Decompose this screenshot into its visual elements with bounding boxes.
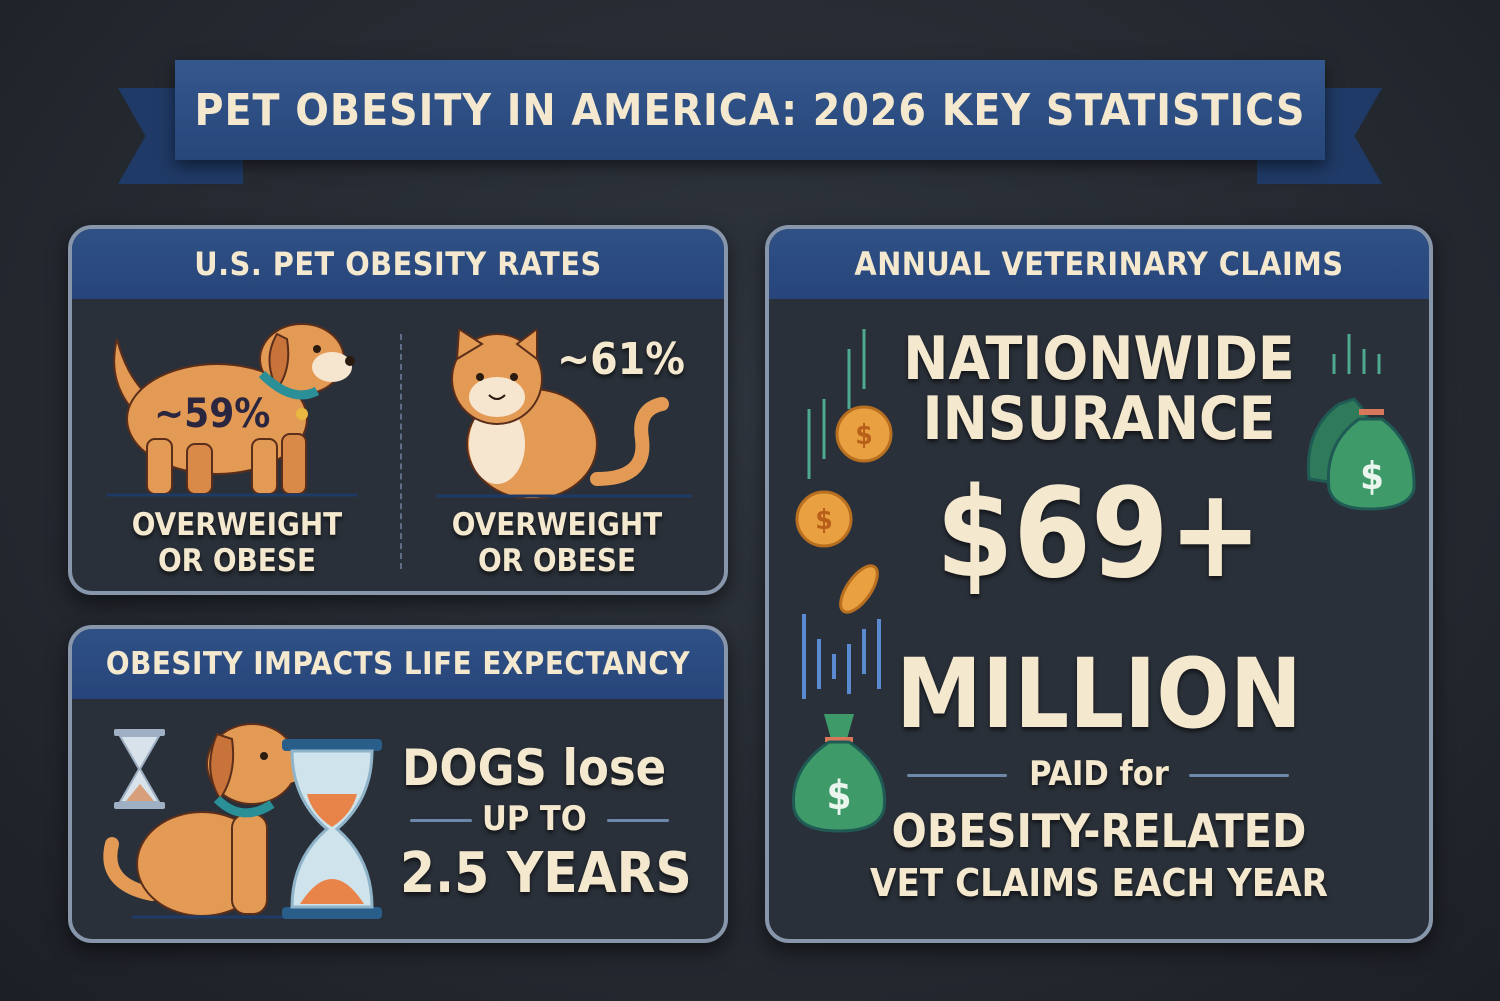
divider — [1189, 774, 1289, 777]
insurer-line: NATIONWIDE — [903, 324, 1295, 394]
label-line: OR OBESE — [157, 543, 317, 579]
cat-label: OVERWEIGHT OR OBESE — [412, 507, 702, 579]
dog-obesity-value: ~59% — [154, 391, 271, 437]
divider — [400, 334, 402, 569]
label-line: OVERWEIGHT — [451, 507, 663, 543]
claims-amount: $69+ — [935, 462, 1263, 606]
life-line-2: UP TO — [482, 799, 587, 839]
life-line-3: 2.5 YEARS — [400, 841, 692, 906]
money-bag-icon: $ — [1306, 334, 1416, 511]
claims-paid: PAID for — [1029, 754, 1169, 794]
claims-unit: MILLION — [896, 638, 1302, 750]
obesity-rates-panel: U.S. PET OBESITY RATES ~59% OVERWEIGHT OR… — [68, 225, 728, 595]
panel-heading: U.S. PET OBESITY RATES — [72, 229, 724, 299]
panel-heading: ANNUAL VETERINARY CLAIMS — [769, 229, 1429, 299]
dog-icon — [107, 323, 357, 497]
svg-text:$: $ — [855, 418, 873, 451]
label-line: OVERWEIGHT — [131, 507, 343, 543]
svg-text:$: $ — [1360, 454, 1384, 498]
svg-text:$: $ — [815, 503, 833, 536]
coin-icon: $ $ — [795, 329, 893, 699]
divider — [410, 819, 472, 822]
svg-text:$: $ — [826, 773, 851, 819]
label-line: OR OBESE — [477, 543, 637, 579]
claims-line-b: VET CLAIMS EACH YEAR — [870, 861, 1328, 905]
life-expectancy-panel: OBESITY IMPACTS LIFE EXPECTANCY DOGS los… — [68, 625, 728, 943]
hourglass-icon — [114, 729, 165, 809]
dog-label: OVERWEIGHT OR OBESE — [92, 507, 382, 579]
insurer-line: INSURANCE — [922, 384, 1276, 454]
panel-heading: OBESITY IMPACTS LIFE EXPECTANCY — [72, 629, 724, 699]
page-title: PET OBESITY IN AMERICA: 2026 KEY STATIST… — [175, 60, 1325, 160]
life-line-1: DOGS lose — [402, 739, 667, 797]
divider — [907, 774, 1007, 777]
divider — [607, 819, 669, 822]
cat-obesity-value: ~61% — [557, 334, 685, 385]
cat-icon — [437, 329, 692, 499]
claims-line-a: OBESITY-RELATED — [891, 804, 1307, 858]
vet-claims-panel: ANNUAL VETERINARY CLAIMS $ $ $ $ NATIONW… — [765, 225, 1433, 943]
hourglass-icon — [282, 739, 382, 919]
money-bag-icon: $ — [791, 714, 887, 833]
insurer-name: NATIONWIDE INSURANCE — [769, 329, 1429, 449]
dog-icon — [103, 723, 322, 919]
